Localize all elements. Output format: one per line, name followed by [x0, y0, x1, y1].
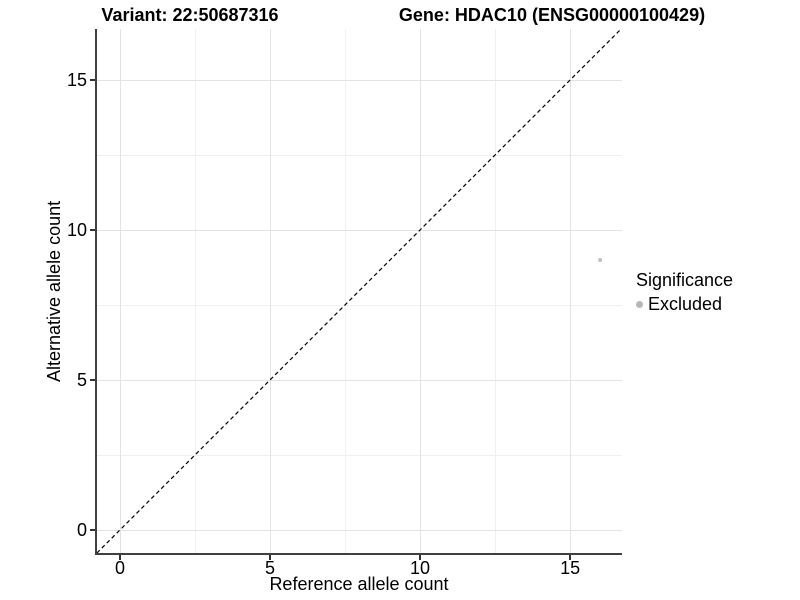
gridline-y-major: [96, 379, 622, 381]
x-tick-mark: [269, 555, 271, 560]
x-axis-title: Reference allele count: [269, 574, 449, 594]
gridline-y-major: [96, 79, 622, 81]
y-tick-mark: [89, 229, 95, 231]
y-axis-title: Alternative allele count: [44, 200, 64, 382]
x-tick-label: 15: [560, 558, 581, 578]
gridline-x-minor: [345, 29, 347, 553]
x-tick-label: 0: [114, 558, 126, 578]
gridline-x-major: [120, 29, 121, 553]
gridline-y-minor: [96, 454, 622, 456]
y-tick-label: 5: [76, 369, 87, 390]
gridline-y-minor: [96, 304, 622, 306]
gene-title: Gene: HDAC10 (ENSG00000100429): [398, 5, 706, 25]
y-axis-line: [94, 29, 97, 555]
gridline-x-major: [570, 29, 572, 553]
x-axis-line: [94, 553, 622, 555]
x-tick-label: 10: [410, 558, 431, 578]
x-tick-mark: [119, 555, 121, 560]
y-tick-mark: [89, 529, 95, 531]
gridline-y-major: [96, 529, 622, 531]
gridline-x-major: [420, 29, 422, 553]
gridline-x-major: [270, 29, 272, 553]
x-tick-mark: [569, 555, 571, 560]
legend-title: Significance: [636, 270, 734, 290]
legend: Significance Excluded: [636, 270, 733, 315]
plot-draw-layer: [96, 28, 622, 554]
gridline-x-minor: [195, 29, 197, 553]
y-tick-label: 15: [66, 69, 87, 90]
y-tick-mark: [89, 79, 95, 81]
data-point-excluded: [598, 257, 603, 262]
y-tick-mark: [89, 379, 95, 381]
gridline-y-major: [96, 229, 622, 231]
gridline-y-minor: [96, 154, 622, 156]
legend-item-excluded: Excluded: [636, 294, 733, 315]
x-tick-mark: [419, 555, 421, 560]
y-tick-label: 10: [66, 219, 87, 240]
identity-dashed-line: [96, 28, 622, 554]
legend-key-dot-icon: [636, 301, 643, 308]
y-tick-label: 0: [76, 519, 87, 540]
legend-item-label: Excluded: [648, 294, 723, 314]
gridline-x-minor: [495, 29, 497, 553]
variant-title: Variant: 22:50687316: [101, 5, 279, 25]
x-tick-label: 5: [265, 558, 276, 578]
plot-panel: [96, 28, 622, 554]
